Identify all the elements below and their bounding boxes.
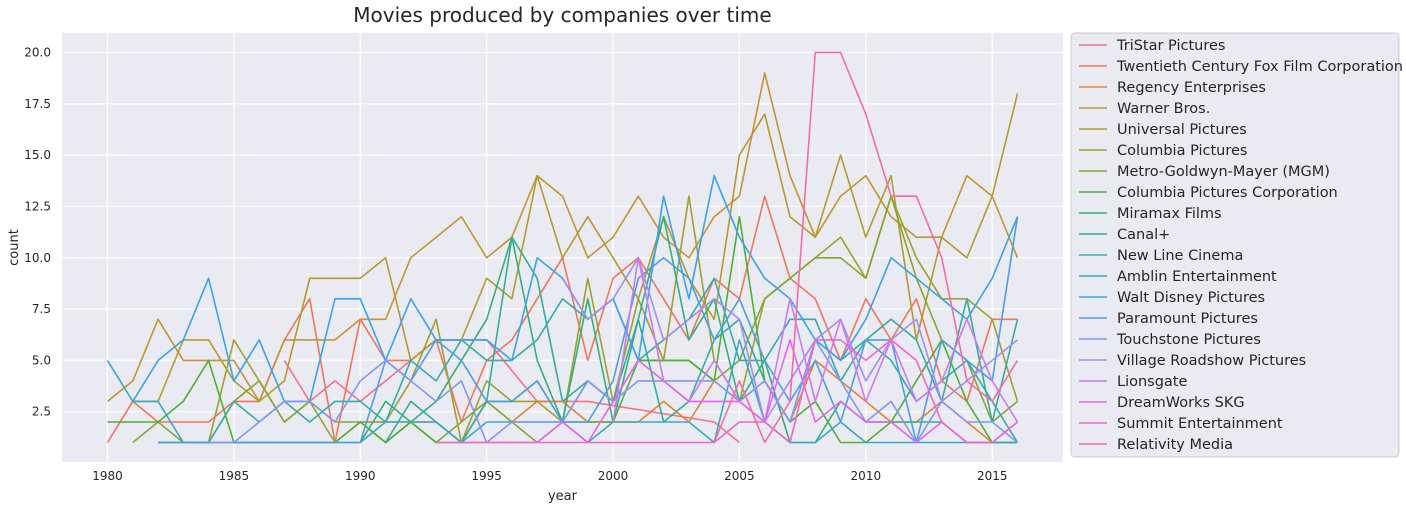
series-line-9 <box>384 236 1019 444</box>
legend: TriStar Pictures Twentieth Century Fox Fi… <box>1070 32 1403 458</box>
legend-label: Lionsgate <box>1117 374 1187 390</box>
legend-label: Summit Entertainment <box>1117 416 1283 432</box>
legend-label: Regency Enterprises <box>1117 80 1266 96</box>
series-line-3 <box>106 72 1019 403</box>
y-tick-label: 7.5 <box>32 302 51 316</box>
legend-label: Touchstone Pictures <box>1116 332 1261 348</box>
legend-label: Twentieth Century Fox Film Corporation <box>1116 59 1403 75</box>
legend-label: Canal+ <box>1117 227 1170 243</box>
series-line-4 <box>132 93 1019 403</box>
legend-label: Miramax Films <box>1117 206 1222 222</box>
series-line-13 <box>158 216 1019 444</box>
x-tick-label: 1995 <box>471 469 502 483</box>
y-tick-label: 12.5 <box>24 199 51 213</box>
legend-label: Relativity Media <box>1117 437 1233 453</box>
y-tick-label: 15.0 <box>24 148 51 162</box>
plot-area <box>62 33 1063 462</box>
legend-label: Columbia Pictures Corporation <box>1117 185 1338 201</box>
x-tick-label: 1990 <box>345 469 376 483</box>
y-tick-label: 17.5 <box>24 97 51 111</box>
series-lines <box>106 51 1019 444</box>
x-tick-label: 2000 <box>598 469 629 483</box>
y-axis-label: count <box>7 229 22 266</box>
y-tick-label: 2.5 <box>32 405 51 419</box>
x-axis-label: year <box>548 489 578 504</box>
legend-label: Amblin Entertainment <box>1117 269 1277 285</box>
x-axis: 1980 1985 1990 1995 2000 2005 2010 2015 <box>92 469 1007 483</box>
legend-label: Walt Disney Pictures <box>1117 290 1265 306</box>
series-line-19 <box>713 51 1019 444</box>
legend-label: TriStar Pictures <box>1116 38 1225 54</box>
legend-label: Columbia Pictures <box>1117 143 1248 159</box>
x-tick-label: 2005 <box>724 469 755 483</box>
series-line-18 <box>436 339 1019 444</box>
chart-title: Movies produced by companies over time <box>353 3 771 27</box>
y-axis: 2.5 5.0 7.5 10.0 12.5 15.0 17.5 20.0 <box>24 46 51 419</box>
legend-label: Paramount Pictures <box>1117 311 1258 327</box>
x-tick-label: 1980 <box>92 469 123 483</box>
y-tick-label: 10.0 <box>24 251 51 265</box>
legend-label: Universal Pictures <box>1117 122 1247 138</box>
x-tick-label: 2010 <box>851 469 882 483</box>
legend-label: DreamWorks SKG <box>1117 395 1245 411</box>
series-line-17 <box>461 339 1019 444</box>
legend-label: New Line Cinema <box>1117 248 1243 264</box>
legend-label: Warner Bros. <box>1117 101 1210 117</box>
y-tick-label: 5.0 <box>32 353 51 367</box>
y-tick-label: 20.0 <box>24 46 51 60</box>
legend-box <box>1070 32 1400 458</box>
x-tick-label: 2015 <box>977 469 1008 483</box>
legend-label: Metro-Goldwyn-Mayer (MGM) <box>1117 164 1330 180</box>
x-tick-label: 1985 <box>219 469 250 483</box>
legend-label: Village Roadshow Pictures <box>1117 353 1306 369</box>
